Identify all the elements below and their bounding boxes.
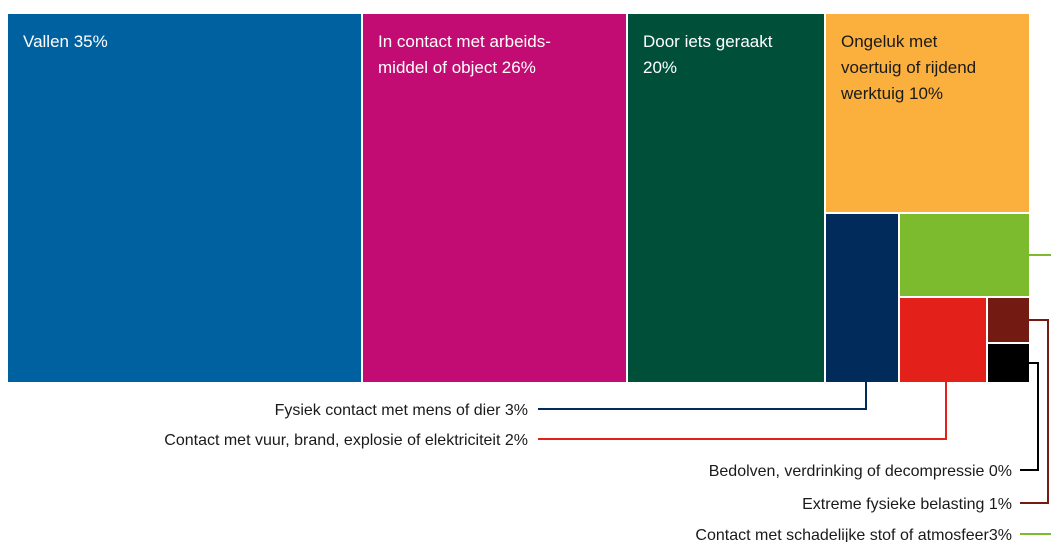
tile-geraakt xyxy=(628,14,824,382)
callout-label-belasting: Extreme fysieke belasting 1% xyxy=(802,496,1012,513)
callout-label-fysiek: Fysiek contact met mens of dier 3% xyxy=(275,402,528,419)
tile-voertuig xyxy=(826,14,1029,212)
callout-line-vuur xyxy=(538,382,947,440)
callout-label-bedolven: Bedolven, verdrinking of decompressie 0% xyxy=(709,463,1012,480)
tile-label-line: werktuig 10% xyxy=(840,84,943,103)
tile-label-line: In contact met arbeids- xyxy=(378,32,551,51)
tile-bedolven xyxy=(988,344,1029,382)
tile-vuur xyxy=(900,298,986,382)
tile-schadelijk xyxy=(900,214,1029,296)
callout-line-fysiek xyxy=(538,382,867,410)
tile-label-line: voertuig of rijdend xyxy=(841,58,976,77)
tile-label-geraakt: Door iets geraakt 20% xyxy=(643,32,773,77)
tile-label-line: Door iets geraakt xyxy=(643,32,773,51)
tile-vallen xyxy=(8,14,361,382)
callout-line-belasting xyxy=(1020,319,1049,504)
tile-label-arbeidsmiddel: In contact met arbeids-middel of object … xyxy=(378,32,551,77)
treemap-tiles: Vallen 35% In contact met arbeids-middel … xyxy=(8,14,1029,382)
tile-label-line: 20% xyxy=(643,58,677,77)
tile-fysiek xyxy=(826,214,898,382)
tile-belasting xyxy=(988,298,1029,342)
callout-label-schadelijk: Contact met schadelijke stof of atmosfee… xyxy=(695,527,1012,542)
tile-label-voertuig: Ongeluk met voertuig of rijdend werktuig 1… xyxy=(840,32,976,103)
tile-label-vallen: Vallen 35% xyxy=(23,32,108,51)
tile-arbeidsmiddel xyxy=(363,14,626,382)
tile-label-line: middel of object 26% xyxy=(378,58,536,77)
callout-label-vuur: Contact met vuur, brand, explosie of ele… xyxy=(164,432,528,449)
treemap-callouts: Fysiek contact met mens of dier 3% Contac… xyxy=(164,254,1051,542)
callout-line-bedolven xyxy=(1020,362,1039,471)
tile-label-line: Vallen 35% xyxy=(23,32,108,51)
tile-label-line: Ongeluk met xyxy=(841,32,938,51)
